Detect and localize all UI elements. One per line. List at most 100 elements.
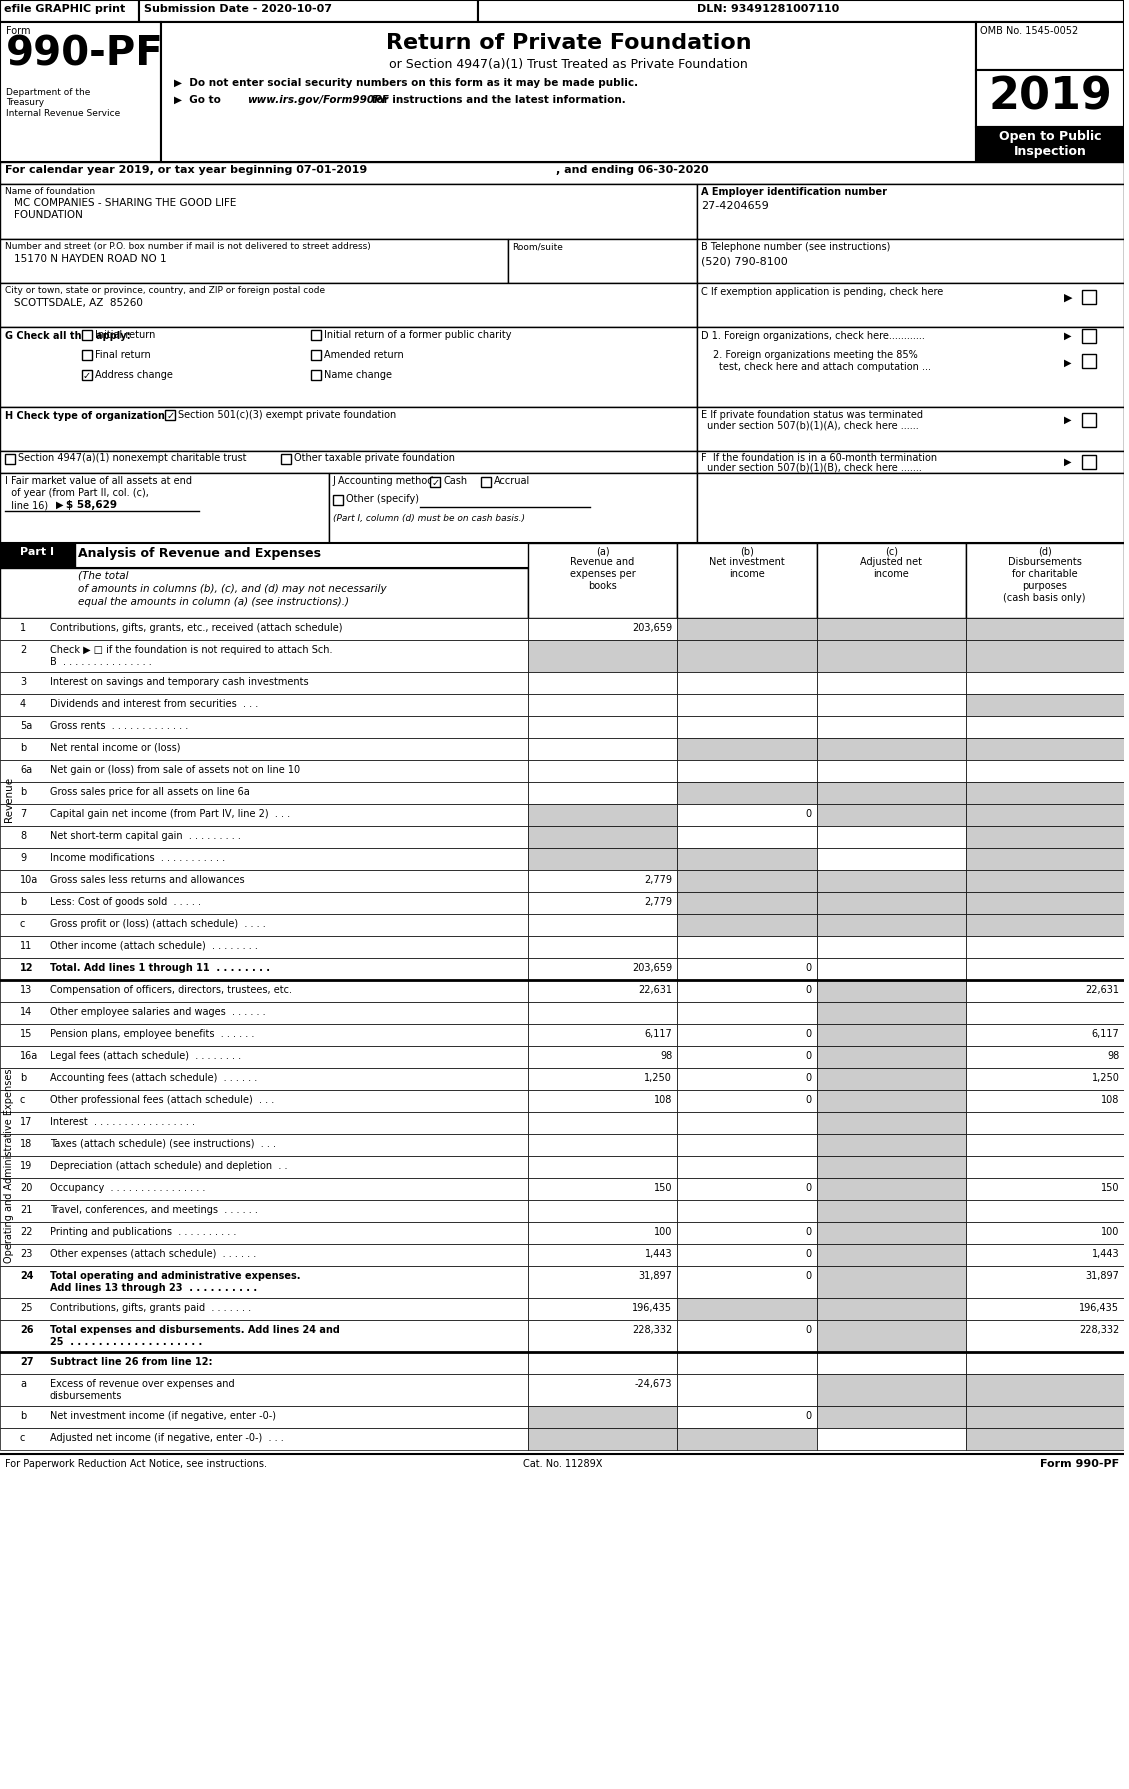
Text: Total operating and administrative expenses.
Add lines 13 through 23  . . . . . : Total operating and administrative expen… bbox=[50, 1270, 300, 1293]
Bar bbox=[677, 1177, 816, 1200]
Text: equal the amounts in column (a) (see instructions).): equal the amounts in column (a) (see ins… bbox=[78, 598, 349, 606]
Bar bbox=[816, 1352, 966, 1374]
Bar bbox=[816, 1243, 966, 1267]
Bar bbox=[528, 1374, 677, 1406]
Bar bbox=[1082, 413, 1095, 428]
Bar bbox=[677, 1156, 816, 1177]
Bar bbox=[677, 1068, 816, 1090]
Bar bbox=[966, 617, 1124, 640]
Text: 196,435: 196,435 bbox=[1079, 1302, 1120, 1313]
Text: 2,779: 2,779 bbox=[645, 875, 672, 886]
Text: 25: 25 bbox=[20, 1302, 33, 1313]
Bar bbox=[677, 1134, 816, 1156]
Bar bbox=[0, 1374, 528, 1406]
Text: b: b bbox=[20, 1412, 26, 1420]
Bar bbox=[528, 803, 677, 827]
Text: 203,659: 203,659 bbox=[632, 623, 672, 633]
Text: c: c bbox=[20, 1095, 25, 1106]
Bar bbox=[677, 1023, 816, 1047]
Text: Net gain or (loss) from sale of assets not on line 10: Net gain or (loss) from sale of assets n… bbox=[50, 766, 300, 775]
Bar bbox=[816, 1023, 966, 1047]
Text: ▶: ▶ bbox=[1064, 415, 1071, 426]
Bar bbox=[0, 327, 697, 408]
Text: ▶: ▶ bbox=[55, 499, 63, 510]
Bar bbox=[0, 1023, 528, 1047]
Text: Open to Public
Inspection: Open to Public Inspection bbox=[999, 131, 1102, 157]
Bar bbox=[816, 1068, 966, 1090]
Bar bbox=[81, 351, 91, 360]
Text: 203,659: 203,659 bbox=[632, 962, 672, 973]
Bar bbox=[966, 1352, 1124, 1374]
Bar bbox=[528, 1090, 677, 1113]
Text: of amounts in columns (b), (c), and (d) may not necessarily: of amounts in columns (b), (c), and (d) … bbox=[78, 583, 386, 594]
Bar bbox=[816, 1113, 966, 1134]
Bar bbox=[528, 1267, 677, 1299]
Text: Pension plans, employee benefits  . . . . . .: Pension plans, employee benefits . . . .… bbox=[50, 1029, 254, 1039]
Bar bbox=[816, 1428, 966, 1451]
Bar bbox=[528, 1113, 677, 1134]
Bar bbox=[677, 827, 816, 848]
Bar bbox=[816, 1222, 966, 1243]
Bar bbox=[677, 1047, 816, 1068]
Text: DLN: 93491281007110: DLN: 93491281007110 bbox=[697, 4, 839, 14]
Bar bbox=[0, 1200, 528, 1222]
Text: (520) 790-8100: (520) 790-8100 bbox=[701, 256, 788, 267]
Bar bbox=[677, 544, 816, 617]
Bar bbox=[975, 70, 1124, 127]
Text: Other employee salaries and wages  . . . . . .: Other employee salaries and wages . . . … bbox=[50, 1007, 265, 1016]
Bar bbox=[677, 848, 816, 869]
Text: 18: 18 bbox=[20, 1140, 32, 1149]
Text: b: b bbox=[20, 896, 26, 907]
Text: B Telephone number (see instructions): B Telephone number (see instructions) bbox=[701, 242, 891, 252]
Text: or Section 4947(a)(1) Trust Treated as Private Foundation: or Section 4947(a)(1) Trust Treated as P… bbox=[390, 57, 749, 72]
Bar bbox=[966, 544, 1124, 617]
Text: 196,435: 196,435 bbox=[632, 1302, 672, 1313]
Bar bbox=[677, 1200, 816, 1222]
Text: Number and street (or P.O. box number if mail is not delivered to street address: Number and street (or P.O. box number if… bbox=[5, 242, 370, 250]
Bar bbox=[0, 163, 1124, 184]
Bar bbox=[0, 544, 75, 567]
Text: 2,779: 2,779 bbox=[645, 896, 672, 907]
Text: (cash basis only): (cash basis only) bbox=[1004, 592, 1086, 603]
Text: 98: 98 bbox=[660, 1050, 672, 1061]
Text: H Check type of organization:: H Check type of organization: bbox=[5, 411, 169, 420]
Bar bbox=[975, 21, 1124, 70]
Text: under section 507(b)(1)(B), check here .......: under section 507(b)(1)(B), check here .… bbox=[707, 463, 922, 472]
Bar bbox=[0, 1156, 528, 1177]
Bar bbox=[966, 848, 1124, 869]
Bar bbox=[816, 544, 966, 617]
Bar bbox=[161, 21, 975, 163]
Bar bbox=[0, 980, 528, 1002]
Text: Less: Cost of goods sold  . . . . .: Less: Cost of goods sold . . . . . bbox=[50, 896, 201, 907]
Text: 17: 17 bbox=[20, 1116, 33, 1127]
Bar bbox=[966, 1428, 1124, 1451]
Bar bbox=[966, 936, 1124, 957]
Bar bbox=[677, 980, 816, 1002]
Bar bbox=[528, 1002, 677, 1023]
Bar bbox=[816, 980, 966, 1002]
Text: Submission Date - 2020-10-07: Submission Date - 2020-10-07 bbox=[145, 4, 332, 14]
Text: Other professional fees (attach schedule)  . . .: Other professional fees (attach schedule… bbox=[50, 1095, 274, 1106]
Text: Other income (attach schedule)  . . . . . . . .: Other income (attach schedule) . . . . .… bbox=[50, 941, 257, 952]
Bar bbox=[0, 1320, 528, 1352]
Bar bbox=[0, 1243, 528, 1267]
Text: FOUNDATION: FOUNDATION bbox=[14, 209, 82, 220]
Bar bbox=[697, 184, 1124, 240]
Text: Cat. No. 11289X: Cat. No. 11289X bbox=[523, 1460, 603, 1469]
Bar bbox=[0, 21, 161, 163]
Text: 1,443: 1,443 bbox=[645, 1249, 672, 1259]
Text: Net investment income (if negative, enter -0-): Net investment income (if negative, ente… bbox=[50, 1412, 275, 1420]
Bar bbox=[0, 451, 697, 472]
Bar bbox=[1082, 290, 1095, 304]
Bar bbox=[966, 1222, 1124, 1243]
Text: books: books bbox=[588, 581, 616, 590]
Text: 4: 4 bbox=[20, 699, 26, 708]
Text: For Paperwork Reduction Act Notice, see instructions.: For Paperwork Reduction Act Notice, see … bbox=[5, 1460, 266, 1469]
Bar bbox=[478, 0, 1124, 21]
Text: b: b bbox=[20, 742, 26, 753]
Bar bbox=[0, 1428, 528, 1451]
Bar bbox=[0, 1047, 528, 1068]
Bar bbox=[0, 472, 329, 544]
Text: Revenue: Revenue bbox=[5, 776, 14, 821]
Bar bbox=[677, 739, 816, 760]
